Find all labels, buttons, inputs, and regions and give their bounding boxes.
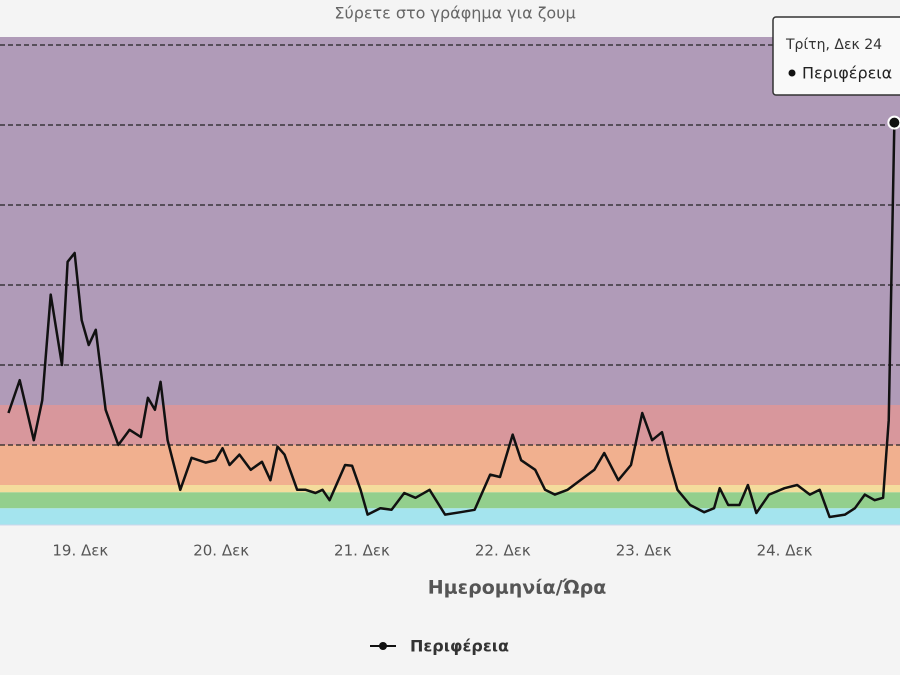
plot-band	[0, 492, 900, 509]
tooltip-box	[772, 16, 900, 96]
plot-band	[0, 508, 900, 525]
plot-band	[0, 37, 900, 405]
x-tick-label: 19. Δεκ	[52, 542, 108, 560]
plot-band	[0, 485, 900, 493]
legend-marker	[379, 642, 387, 650]
plot-band	[0, 405, 900, 445]
x-tick-label: 24. Δεκ	[757, 542, 813, 560]
tooltip-dot	[788, 69, 796, 77]
x-tick-label: 21. Δεκ	[334, 542, 390, 560]
tooltip-header: Τρίτη, Δεκ 24	[785, 37, 882, 53]
tooltip-series: Περιφέρεια	[802, 64, 892, 83]
series-line	[7, 122, 896, 519]
plot-band	[0, 445, 900, 485]
x-tick-label: 20. Δεκ	[193, 542, 249, 560]
hover-marker	[887, 115, 900, 130]
chart-subtitle: Σύρετε στο γράφημα για ζουμ	[334, 4, 575, 23]
tooltip: Τρίτη, Δεκ 24 Περιφέρεια	[772, 16, 900, 96]
x-tick-label: 22. Δεκ	[475, 542, 531, 560]
x-axis-label: Ημερομηνία/Ώρα	[428, 577, 607, 599]
x-tick-label: 23. Δεκ	[616, 542, 672, 560]
legend-label: Περιφέρεια	[410, 637, 509, 656]
